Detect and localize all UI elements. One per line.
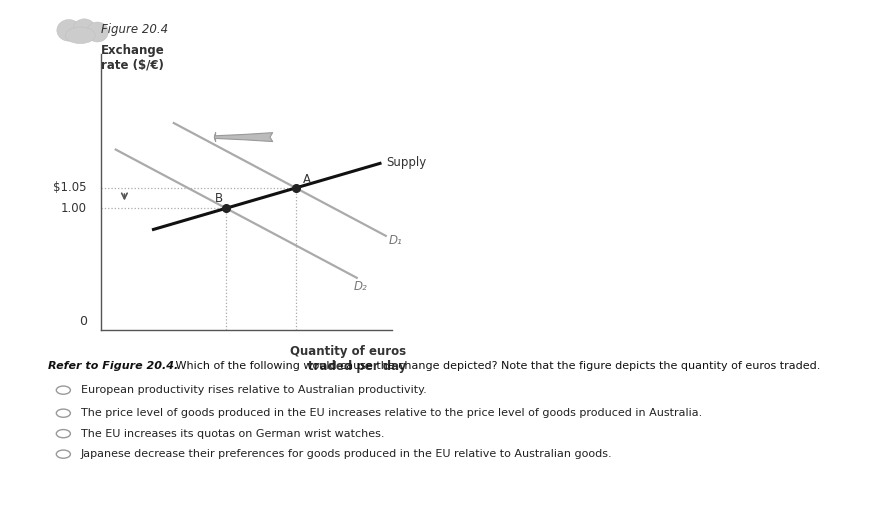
Text: Exchange: Exchange xyxy=(101,44,165,56)
Text: rate ($/€): rate ($/€) xyxy=(101,59,164,72)
Text: European productivity rises relative to Australian productivity.: European productivity rises relative to … xyxy=(81,385,427,395)
Text: Figure 20.4: Figure 20.4 xyxy=(101,23,168,36)
Ellipse shape xyxy=(86,22,108,42)
Text: D₂: D₂ xyxy=(354,280,368,293)
Text: D₁: D₁ xyxy=(389,234,402,247)
Text: The EU increases its quotas on German wrist watches.: The EU increases its quotas on German wr… xyxy=(81,429,385,439)
Text: $1.05: $1.05 xyxy=(53,181,86,195)
Ellipse shape xyxy=(65,27,95,44)
Ellipse shape xyxy=(57,19,81,41)
Text: 3: 3 xyxy=(32,26,40,40)
Text: Quantity of euros
traded per day: Quantity of euros traded per day xyxy=(290,346,407,373)
Text: 0: 0 xyxy=(78,315,86,328)
Text: B: B xyxy=(215,192,224,205)
Text: The price level of goods produced in the EU increases relative to the price leve: The price level of goods produced in the… xyxy=(81,408,702,418)
Text: 1.00: 1.00 xyxy=(61,202,86,215)
Text: Japanese decrease their preferences for goods produced in the EU relative to Aus: Japanese decrease their preferences for … xyxy=(81,449,612,459)
Text: Supply: Supply xyxy=(385,156,426,169)
Ellipse shape xyxy=(73,19,95,37)
Text: Which of the following would cause the change depicted? Note that the figure dep: Which of the following would cause the c… xyxy=(172,361,820,371)
Text: Refer to Figure 20.4.: Refer to Figure 20.4. xyxy=(48,361,179,371)
Text: A: A xyxy=(303,173,311,186)
